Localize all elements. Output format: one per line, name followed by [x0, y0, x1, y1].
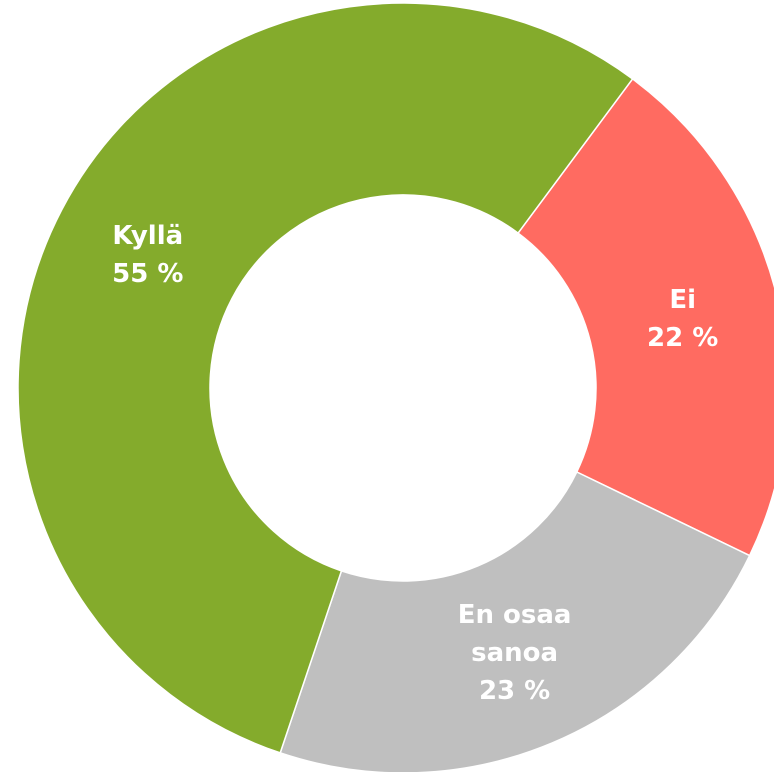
segment-label: En osaa sanoa 23 % — [430, 596, 600, 710]
category-label: Kyllä — [112, 220, 184, 251]
segment-label: Kyllä 55 % — [63, 217, 233, 293]
value-label: 22 % — [647, 323, 719, 354]
donut-segment — [279, 470, 751, 772]
value-label: 55 % — [112, 258, 184, 289]
segment-label: Ei 22 % — [598, 281, 768, 357]
donut-segment — [517, 77, 774, 557]
value-label: 23 % — [478, 676, 551, 707]
donut-segment — [17, 2, 634, 754]
category-label: Ei — [669, 285, 697, 316]
category-label: En osaa sanoa — [457, 600, 572, 669]
